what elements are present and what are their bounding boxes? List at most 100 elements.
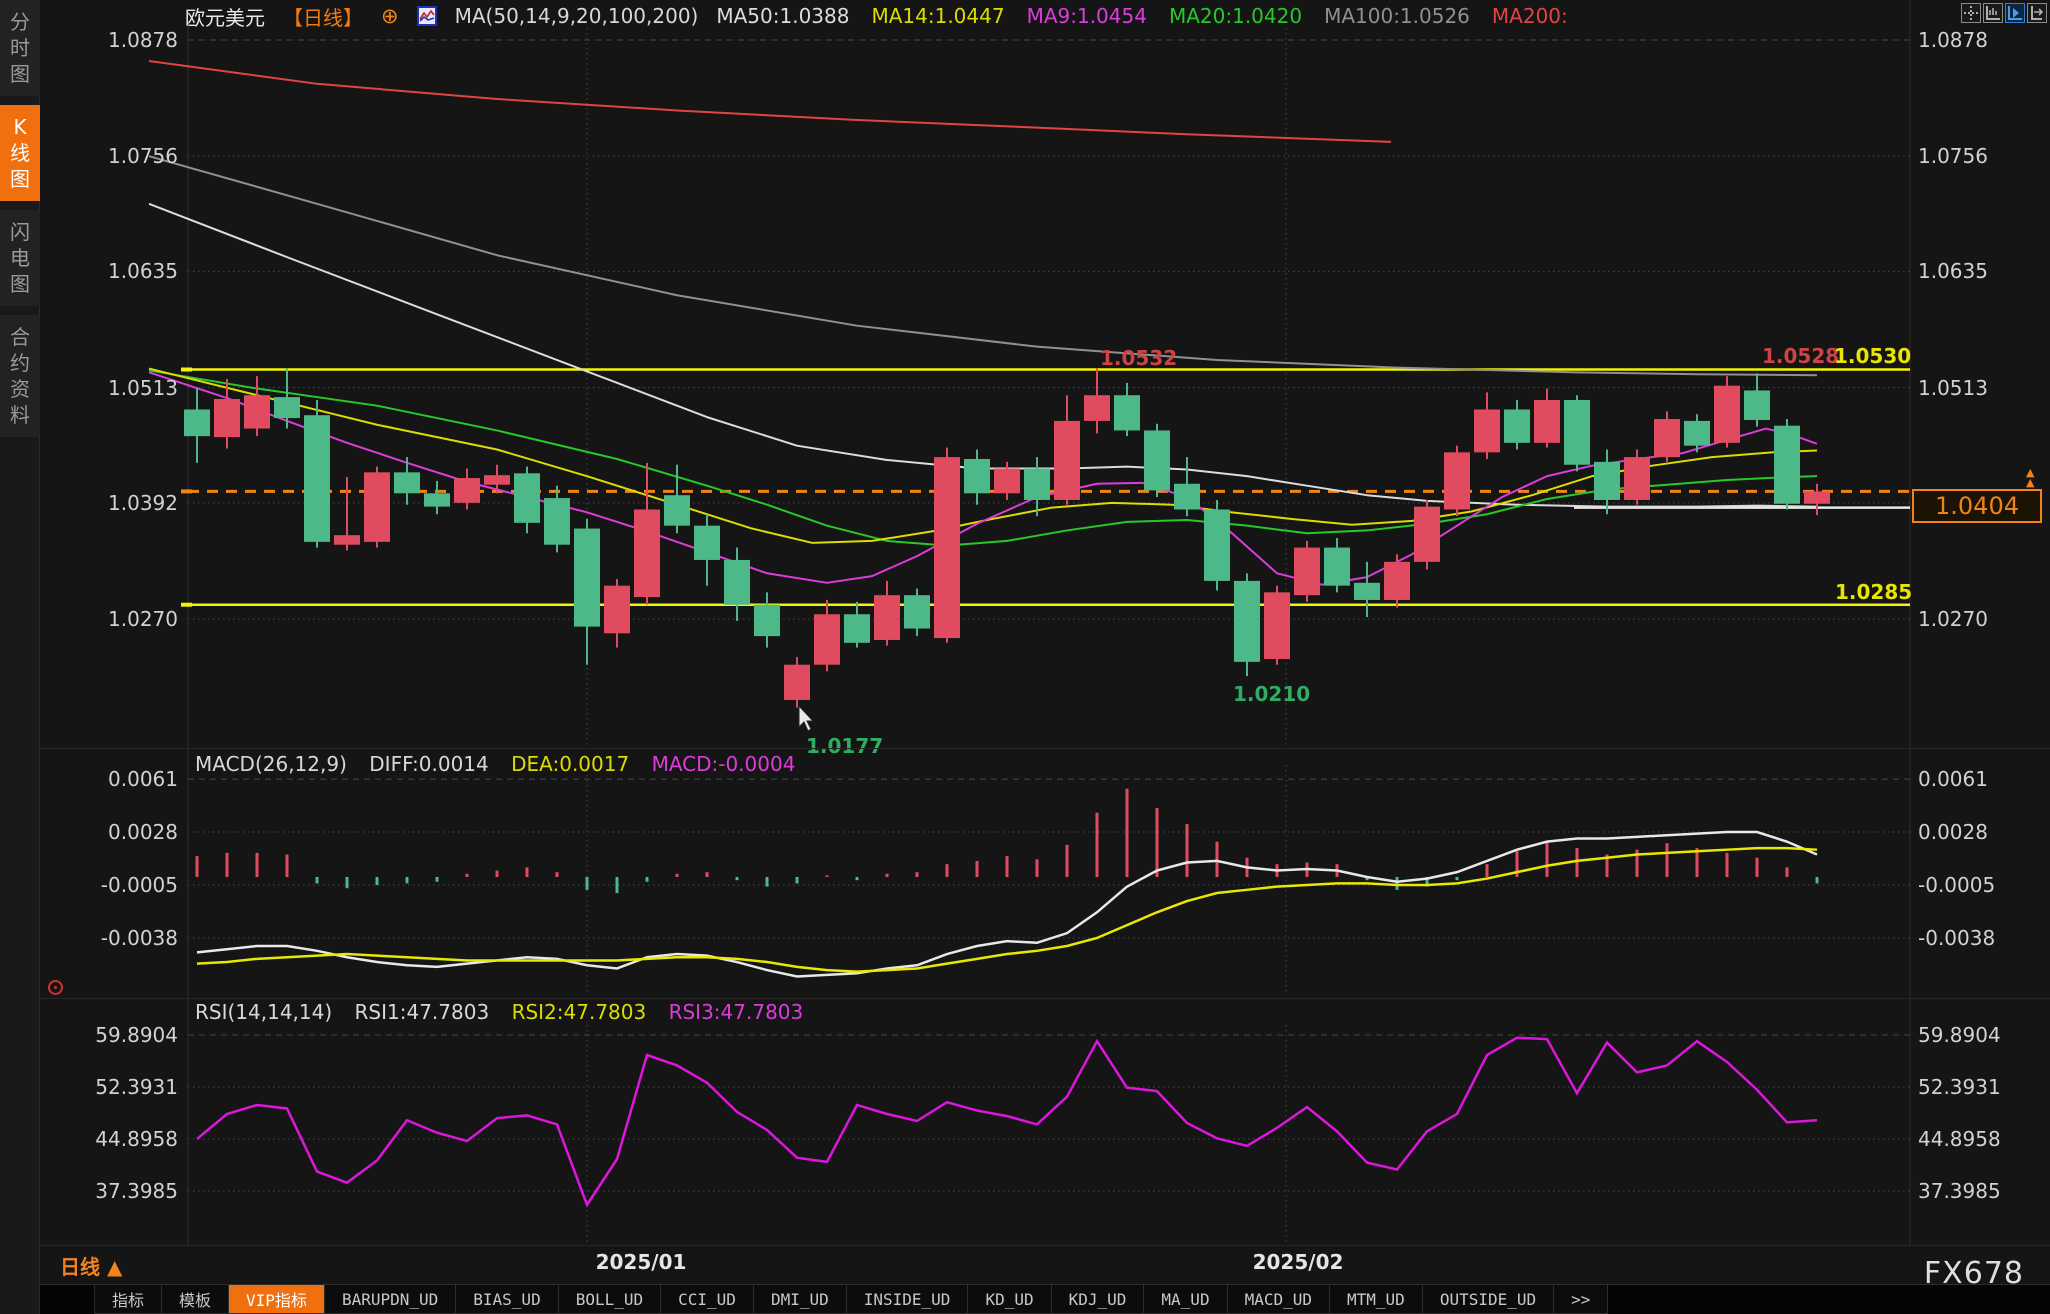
indicator-tab-boll_ud[interactable]: BOLL_UD: [557, 1285, 662, 1314]
rsi-axis-label: 44.8958: [1918, 1127, 2001, 1151]
macd-axis-label: 0.0061: [108, 767, 178, 792]
period-selector[interactable]: 日线 ▲: [60, 1255, 123, 1279]
current-price-box: 1.0404: [1912, 489, 2042, 523]
ma-value-label: MA100:1.0526: [1324, 4, 1470, 28]
ma-settings-label: MA(50,14,9,20,100,200): [454, 4, 699, 28]
indicator-tab-bias_ud[interactable]: BIAS_UD: [455, 1285, 559, 1314]
macd-dea-value: DEA:0.0017: [511, 752, 630, 776]
chart-header: 欧元美元 【日线】 ⊕ MA(50,14,9,20,100,200) MA50:…: [185, 3, 1568, 30]
indicator-chart-icon[interactable]: [416, 6, 437, 26]
price-axis-label: 1.0878: [108, 28, 178, 52]
annotation-swing-high: 1.0528: [1762, 344, 1840, 368]
indicator-tab-macd_ud[interactable]: MACD_UD: [1226, 1285, 1331, 1314]
indicator-tab-模板[interactable]: 模板: [161, 1285, 230, 1314]
indicator-tab-cci_ud[interactable]: CCI_UD: [660, 1285, 754, 1314]
next-chart-icon[interactable]: [2027, 3, 2047, 23]
ma-value-label: MA20:1.0420: [1168, 4, 1303, 28]
macd-diff-value: DIFF:0.0014: [369, 752, 489, 776]
multi-chart-layout-icon[interactable]: [2005, 3, 2025, 23]
rsi-axis-label: 59.8904: [1918, 1022, 2001, 1047]
rsi2-value: RSI2:47.7803: [511, 1000, 647, 1024]
annotation-swing-low: 1.0210: [1233, 682, 1311, 706]
rsi3-value: RSI3:47.7803: [668, 1000, 804, 1024]
indicator-tab-bar: 指标 模板 VIP指标 BARUPDN_UD BIAS_UD BOLL_UD CCI_UD D…: [40, 1284, 2050, 1314]
macd-axis-label: -0.0005: [100, 873, 178, 897]
record-target-icon: [48, 980, 63, 995]
indicator-tab-barupdn_ud[interactable]: BARUPDN_UD: [323, 1285, 457, 1314]
price-axis-label: 1.0756: [1918, 144, 1988, 169]
sidebar-item-4[interactable]: 合 约 资 料: [0, 315, 40, 437]
indicator-tab-outside_ud[interactable]: OUTSIDE_UD: [1421, 1285, 1555, 1314]
annotation-swing-high2: 1.0530: [1834, 344, 1912, 368]
indicator-tab-指标[interactable]: 指标: [94, 1285, 163, 1314]
date-label: 2025/01: [595, 1250, 687, 1274]
sidebar-item-1[interactable]: 分 时 图: [0, 0, 40, 96]
rsi-axis-label: 44.8958: [95, 1127, 178, 1151]
price-axis-label: 1.0392: [108, 490, 178, 515]
macd-axis-label: -0.0038: [1918, 925, 1996, 950]
ma-value-label: MA9:1.0454: [1026, 4, 1147, 28]
price-axis-label: 1.0878: [1918, 28, 1988, 52]
macd-diff-line: [196, 830, 1818, 978]
macd-dea-line: [196, 846, 1818, 973]
target-icon[interactable]: ⊕: [381, 4, 399, 28]
symbol-title: 欧元美元: [185, 5, 265, 30]
rsi-title: RSI(14,14,14): [195, 1000, 333, 1024]
rsi-line: [196, 1036, 1818, 1208]
toolbar-icons: [1961, 3, 2047, 23]
chart-type-sidebar: 分 时 图 K 线 图闪 电 图合 约 资 料: [0, 0, 40, 1314]
single-chart-layout-icon[interactable]: [1983, 3, 2003, 23]
candlestick-layer: [184, 368, 1830, 708]
panel-separator: [40, 1245, 2050, 1246]
price-axis-label: 1.0635: [1918, 259, 1988, 284]
annotation-resistance-high: 1.0532: [1100, 346, 1178, 370]
price-axis-label: 1.0635: [108, 259, 178, 284]
indicator-tab-dmi_ud[interactable]: DMI_UD: [752, 1285, 847, 1314]
macd-axis-label: -0.0038: [100, 925, 178, 950]
sidebar-item-2[interactable]: K 线 图: [0, 105, 40, 201]
macd-axis-label: 0.0028: [1918, 820, 1988, 845]
annotation-major-low: 1.0177: [806, 734, 884, 758]
indicator-tab-mtm_ud[interactable]: MTM_UD: [1329, 1285, 1423, 1314]
rsi-panel: [196, 1036, 1818, 1208]
panel-separator: [40, 998, 2050, 999]
indicator-tab->>[interactable]: >>: [1553, 1285, 1609, 1314]
price-axis-label: 1.0756: [108, 144, 178, 169]
sidebar-item-3[interactable]: 闪 电 图: [0, 210, 40, 306]
macd-axis-label: -0.0005: [1918, 873, 1996, 897]
indicator-tab-ma_ud[interactable]: MA_UD: [1143, 1285, 1228, 1314]
date-label: 2025/02: [1252, 1250, 1344, 1274]
price-axis-label: 1.0513: [108, 375, 178, 400]
macd-title: MACD(26,12,9): [195, 752, 347, 776]
ma14-line: [148, 367, 1818, 544]
rsi-axis-label: 52.3931: [95, 1075, 178, 1099]
crosshair-icon[interactable]: [1961, 3, 1981, 23]
price-up-arrows-icon: ▲ ▲: [2026, 466, 2035, 489]
rsi-axis-label: 37.3985: [95, 1179, 178, 1203]
rsi-header: RSI(14,14,14) RSI1:47.7803 RSI2:47.7803 …: [195, 1000, 819, 1024]
indicator-tab-vip指标[interactable]: VIP指标: [228, 1285, 325, 1314]
macd-header: MACD(26,12,9) DIFF:0.0014 DEA:0.0017 MAC…: [195, 752, 811, 776]
ma100-line: [148, 155, 1818, 377]
rsi-axis-label: 59.8904: [95, 1022, 178, 1047]
annotation-support-level: 1.0285: [1835, 580, 1913, 604]
ma-value-label: MA50:1.0388: [716, 4, 850, 28]
rsi1-value: RSI1:47.7803: [354, 1000, 490, 1024]
macd-panel: [195, 788, 1819, 978]
ma200-line: [148, 59, 1392, 143]
period-tag[interactable]: 【日线】: [283, 5, 363, 30]
ma-value-label: MA14:1.0447: [871, 4, 1005, 28]
macd-macd-value: MACD:-0.0004: [651, 752, 796, 776]
rsi-axis-label: 52.3931: [1918, 1075, 2001, 1099]
price-axis-label: 1.0270: [108, 606, 178, 631]
price-axis-label: 1.0513: [1918, 375, 1988, 400]
chevron-up-icon: ▲: [106, 1255, 123, 1279]
indicator-tab-inside_ud[interactable]: INSIDE_UD: [845, 1285, 969, 1314]
macd-axis-label: 0.0028: [108, 820, 178, 845]
rsi-axis-label: 37.3985: [1918, 1179, 2001, 1203]
indicator-tab-kd_ud[interactable]: KD_UD: [967, 1285, 1052, 1314]
indicator-tab-kdj_ud[interactable]: KDJ_UD: [1050, 1285, 1145, 1314]
price-axis-label: 1.0270: [1918, 606, 1988, 631]
